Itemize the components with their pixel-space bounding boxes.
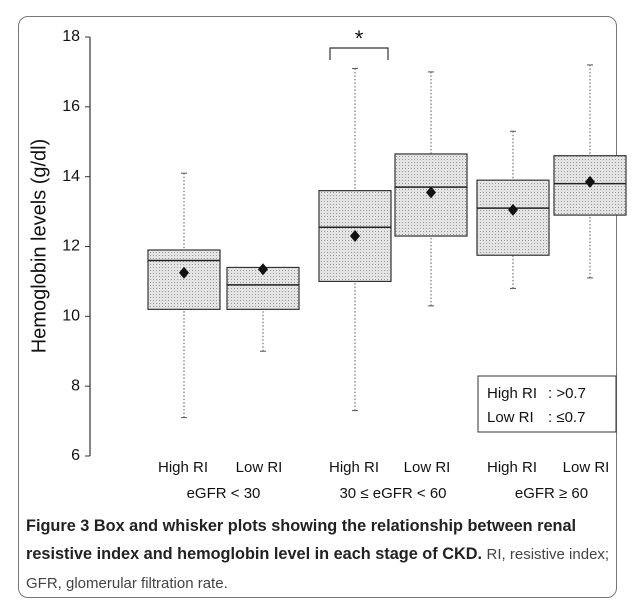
caption-bold: Box and whisker plots showing the relati… [26, 517, 577, 563]
caption-label: Figure 3 [26, 517, 90, 535]
mean-marker [508, 203, 518, 216]
x-tick-label: High RI [329, 459, 379, 476]
y-tick-label: 14 [62, 168, 80, 185]
caption-text: RI, resistive index; GFR, glomerular fil… [26, 546, 610, 592]
y-axis-label: Hemoglobin levels (g/dl) [28, 139, 50, 354]
group-label: eGFR < 30 [187, 485, 261, 502]
legend-name: High RI [487, 385, 537, 402]
x-tick-label: High RI [158, 459, 208, 476]
y-tick-label: 12 [62, 238, 80, 255]
group-label: eGFR ≥ 60 [515, 485, 588, 502]
legend-text: : ≤0.7 [548, 409, 585, 426]
y-tick-label: 6 [71, 447, 80, 464]
y-tick-label: 16 [62, 98, 80, 115]
group-label: 30 ≤ eGFR < 60 [339, 485, 446, 502]
chart: Hemoglobin levels (g/dl) 6 8 10 12 14 16 18 Hig… [28, 26, 627, 502]
x-tick-label: High RI [487, 459, 537, 476]
significance-marker: * [355, 26, 364, 51]
box [476, 179, 550, 256]
box [147, 249, 221, 310]
legend-name: Low RI [487, 409, 534, 426]
significance-bracket [329, 47, 389, 60]
x-tick-label: Low RI [236, 459, 283, 476]
caption: Figure 3 Box and whisker plots showing t… [26, 512, 611, 598]
legend-box [477, 375, 617, 433]
mean-marker [179, 266, 189, 279]
y-tick-label: 10 [62, 308, 80, 325]
mean-marker [350, 230, 360, 243]
y-tick-label: 18 [62, 28, 80, 45]
x-tick-label: Low RI [563, 459, 610, 476]
mean-marker [426, 186, 436, 199]
legend-text: : >0.7 [548, 385, 586, 402]
y-tick-label: 8 [71, 377, 80, 394]
figure-frame [18, 16, 617, 598]
mean-marker [258, 263, 268, 276]
x-tick-label: Low RI [404, 459, 451, 476]
mean-marker [585, 175, 595, 188]
box [318, 190, 392, 283]
